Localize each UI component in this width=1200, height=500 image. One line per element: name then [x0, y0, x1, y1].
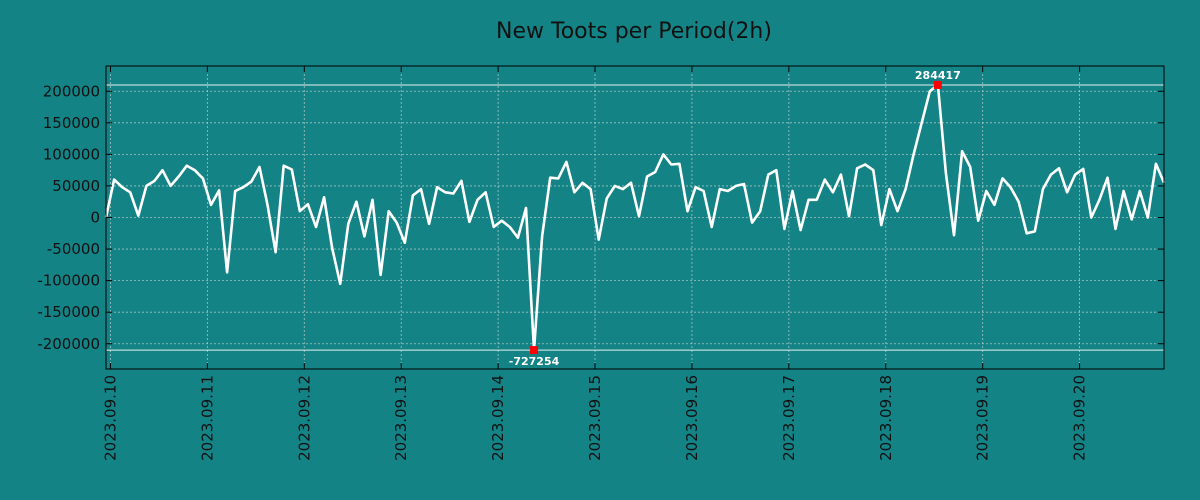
min-annotation-label: -727254 — [509, 355, 560, 368]
y-tick-label: -150000 — [37, 303, 100, 321]
max-marker — [933, 80, 942, 89]
grid-layer — [106, 66, 1164, 369]
y-tick-label: -200000 — [37, 335, 100, 353]
y-axis-ticks: 200000 150000 100000 50000 0 -50000 -100000 -15… — [37, 82, 1164, 353]
x-tick-label: 2023.09.12 — [295, 375, 313, 461]
x-tick-label: 2023.09.13 — [392, 375, 410, 461]
y-tick-label: -50000 — [47, 240, 100, 258]
x-tick-label: 2023.09.15 — [586, 375, 604, 461]
chart-title: New Toots per Period(2h) — [496, 19, 772, 44]
x-tick-label: 2023.09.10 — [101, 375, 119, 461]
extreme-markers — [530, 80, 942, 355]
y-tick-label: -100000 — [37, 272, 100, 290]
y-tick-label: 200000 — [43, 82, 100, 100]
y-tick-label: 50000 — [52, 177, 100, 195]
y-tick-label: 0 — [90, 209, 100, 227]
annotations: 284417 -727254 — [509, 69, 961, 368]
max-annotation-label: 284417 — [915, 69, 961, 82]
x-tick-label: 2023.09.20 — [1071, 375, 1089, 461]
y-tick-label: 100000 — [43, 145, 100, 163]
x-tick-label: 2023.09.14 — [489, 375, 507, 461]
series-line-new-toots — [104, 83, 1166, 352]
x-tick-label: 2023.09.19 — [974, 375, 992, 461]
clip-lines — [106, 84, 1164, 351]
x-tick-label: 2023.09.16 — [683, 375, 701, 461]
x-tick-label: 2023.09.11 — [198, 375, 216, 461]
y-tick-label: 150000 — [43, 114, 100, 132]
x-tick-label: 2023.09.18 — [877, 375, 895, 461]
x-tick-label: 2023.09.17 — [780, 375, 798, 461]
min-marker — [530, 346, 539, 355]
x-axis-ticks: 2023.09.10 2023.09.11 2023.09.12 2023.09.13… — [101, 66, 1089, 461]
